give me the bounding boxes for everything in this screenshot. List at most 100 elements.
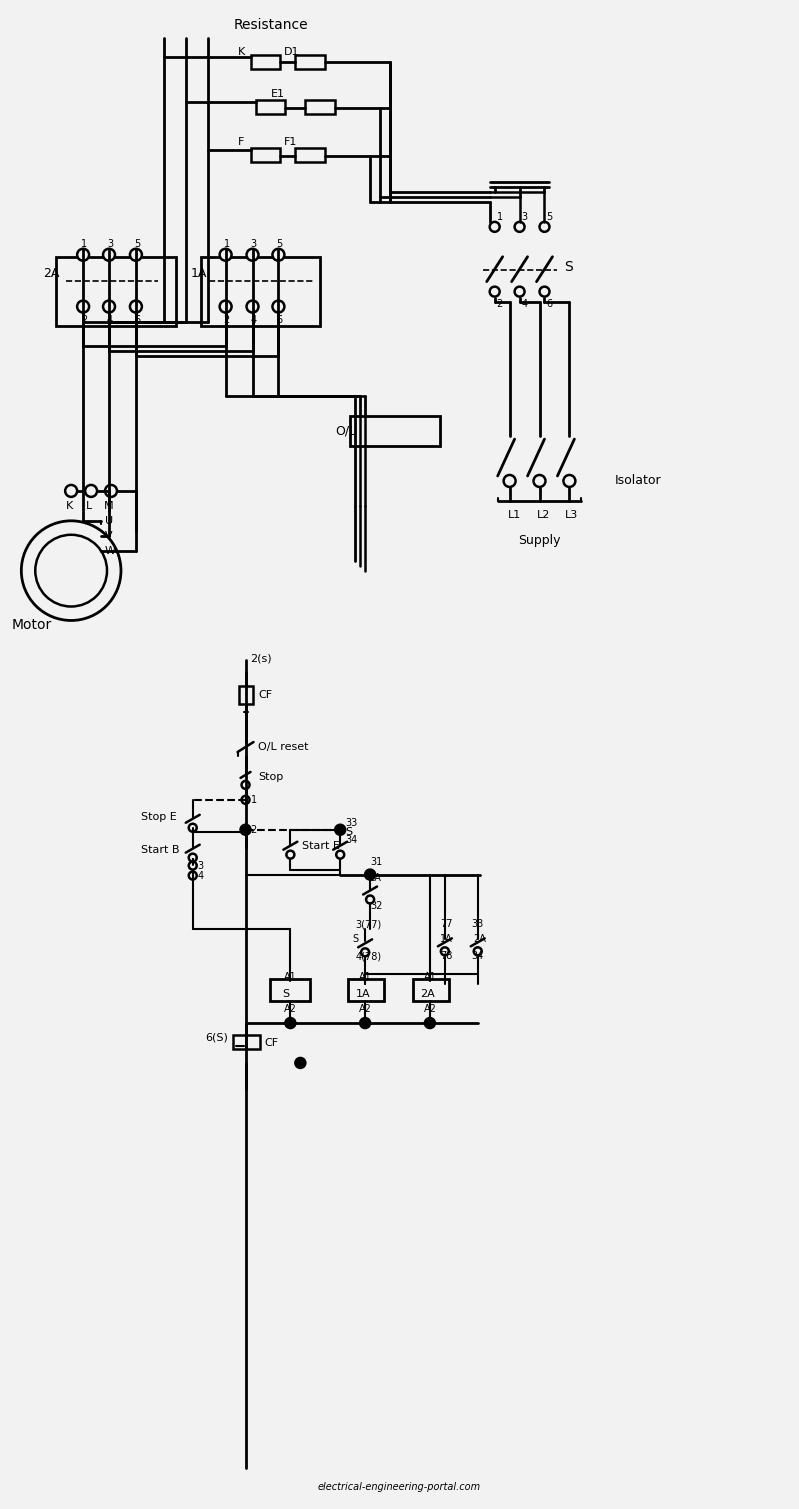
Text: K: K — [66, 501, 73, 512]
Text: 5: 5 — [134, 238, 140, 249]
Bar — [251, 56, 280, 69]
Circle shape — [366, 895, 374, 904]
Text: Start E: Start E — [302, 841, 340, 851]
Text: 2: 2 — [497, 299, 503, 308]
Bar — [239, 687, 252, 705]
Circle shape — [130, 249, 142, 261]
Text: D1: D1 — [284, 47, 299, 57]
Circle shape — [85, 484, 97, 496]
Bar — [56, 257, 176, 326]
Text: 2A: 2A — [420, 990, 435, 999]
Text: S: S — [345, 827, 352, 836]
Text: 4: 4 — [522, 299, 527, 308]
Circle shape — [35, 534, 107, 607]
Text: A2: A2 — [284, 1003, 296, 1014]
Text: A2: A2 — [359, 1003, 372, 1014]
Text: V: V — [105, 531, 113, 540]
Text: 3: 3 — [522, 211, 527, 222]
Text: 34: 34 — [471, 951, 484, 961]
Circle shape — [78, 249, 89, 261]
Bar — [296, 148, 325, 161]
Text: 32: 32 — [370, 901, 383, 911]
Circle shape — [240, 825, 251, 834]
Text: 3: 3 — [107, 238, 113, 249]
Circle shape — [241, 795, 249, 804]
Text: O/L: O/L — [336, 424, 356, 438]
Text: 1: 1 — [497, 211, 503, 222]
Text: 33: 33 — [345, 818, 357, 828]
Text: 2: 2 — [251, 825, 256, 834]
Text: L2: L2 — [536, 510, 550, 519]
Text: 1: 1 — [224, 238, 230, 249]
Circle shape — [503, 475, 515, 487]
Text: A1: A1 — [284, 972, 296, 982]
Circle shape — [425, 1019, 435, 1028]
Circle shape — [272, 300, 284, 312]
Text: K: K — [237, 47, 244, 57]
Circle shape — [247, 300, 259, 312]
Text: W: W — [105, 546, 116, 555]
Text: 4: 4 — [251, 314, 256, 324]
Bar — [296, 56, 325, 69]
Text: 6: 6 — [547, 299, 553, 308]
Circle shape — [130, 300, 142, 312]
Bar — [270, 979, 310, 1000]
Text: 2A: 2A — [474, 934, 487, 945]
Circle shape — [105, 484, 117, 496]
Text: O/L reset: O/L reset — [259, 742, 309, 751]
Text: 34: 34 — [345, 834, 357, 845]
Text: 2: 2 — [224, 314, 230, 324]
Text: CF: CF — [259, 690, 272, 700]
Circle shape — [336, 851, 344, 859]
Circle shape — [474, 948, 482, 955]
Text: 33: 33 — [471, 919, 484, 930]
Text: U: U — [105, 516, 113, 525]
Text: Supply: Supply — [519, 534, 561, 548]
Text: 2: 2 — [81, 314, 87, 324]
Circle shape — [515, 222, 525, 232]
Circle shape — [220, 249, 232, 261]
Text: Stop E: Stop E — [141, 812, 177, 822]
Text: 1A: 1A — [191, 267, 207, 281]
Text: F1: F1 — [284, 137, 296, 148]
Text: A1: A1 — [359, 972, 372, 982]
Circle shape — [286, 851, 294, 859]
Circle shape — [189, 824, 197, 831]
Circle shape — [490, 222, 499, 232]
Text: 6: 6 — [134, 314, 140, 324]
Text: electrical-engineering-portal.com: electrical-engineering-portal.com — [317, 1482, 480, 1492]
Text: A2: A2 — [423, 1003, 436, 1014]
Text: E1: E1 — [270, 89, 284, 100]
Text: S: S — [352, 934, 358, 945]
Bar — [256, 100, 285, 115]
Text: L3: L3 — [564, 510, 578, 519]
Text: M: M — [104, 501, 113, 512]
Text: S: S — [282, 990, 289, 999]
Circle shape — [78, 300, 89, 312]
Text: A1: A1 — [423, 972, 436, 982]
Text: 5: 5 — [276, 238, 283, 249]
Text: 4(78): 4(78) — [355, 951, 381, 961]
Text: 6: 6 — [276, 314, 283, 324]
Text: 3: 3 — [197, 860, 204, 871]
Circle shape — [220, 300, 232, 312]
Bar — [201, 257, 320, 326]
Circle shape — [103, 249, 115, 261]
Circle shape — [360, 1019, 370, 1028]
Bar — [251, 148, 280, 161]
Circle shape — [336, 825, 345, 834]
Circle shape — [285, 1019, 296, 1028]
Circle shape — [241, 782, 249, 789]
Circle shape — [515, 287, 525, 297]
Text: 3: 3 — [251, 238, 256, 249]
Text: L: L — [86, 501, 92, 512]
Text: 2(s): 2(s) — [251, 653, 272, 664]
Circle shape — [272, 249, 284, 261]
Circle shape — [189, 854, 197, 862]
Circle shape — [563, 475, 575, 487]
Bar — [348, 979, 384, 1000]
Text: 78: 78 — [440, 951, 452, 961]
Circle shape — [66, 484, 78, 496]
Circle shape — [247, 249, 259, 261]
Text: Start B: Start B — [141, 845, 180, 854]
